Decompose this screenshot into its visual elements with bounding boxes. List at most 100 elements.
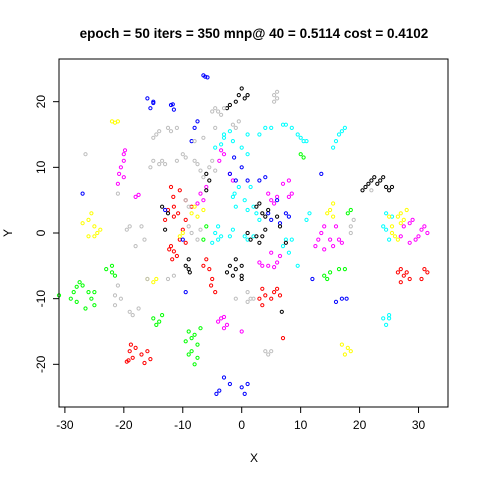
data-point: [115, 191, 121, 196]
data-point: [121, 175, 126, 180]
data-point: [124, 359, 129, 364]
data-point: [333, 139, 339, 144]
data-point: [171, 214, 176, 219]
data-point: [272, 265, 277, 270]
data-point: [145, 276, 150, 282]
data-point: [275, 194, 280, 199]
data-point: [201, 263, 206, 268]
data-point: [236, 93, 241, 98]
data-point: [170, 102, 175, 107]
data-point: [195, 201, 200, 206]
data-point: [239, 385, 244, 390]
plot-frame: [58, 58, 449, 408]
data-point: [142, 360, 147, 366]
data-point: [109, 263, 115, 268]
data-point: [313, 244, 318, 249]
data-point: [239, 273, 244, 278]
data-point: [389, 184, 395, 190]
data-point: [121, 152, 126, 157]
data-point: [389, 224, 395, 229]
data-point: [109, 270, 115, 275]
data-point: [336, 132, 342, 137]
data-point: [189, 230, 194, 236]
series-0: [124, 184, 430, 366]
data-point: [257, 132, 262, 137]
data-point: [183, 240, 188, 245]
data-point: [180, 230, 185, 236]
data-point: [266, 207, 271, 213]
data-point: [422, 267, 427, 272]
data-point: [398, 267, 403, 272]
data-point: [195, 237, 200, 242]
data-point: [92, 234, 97, 239]
data-point: [154, 322, 159, 327]
data-point: [157, 319, 162, 324]
x-tick-label: -20: [115, 418, 133, 432]
data-point: [239, 145, 244, 150]
data-point: [176, 211, 181, 216]
data-point: [216, 109, 221, 114]
data-point: [227, 171, 232, 176]
data-point: [245, 178, 250, 183]
data-point: [387, 188, 392, 193]
data-point: [192, 332, 197, 337]
data-point: [254, 211, 259, 216]
data-point: [239, 263, 244, 268]
data-point: [92, 224, 97, 229]
data-point: [86, 290, 91, 295]
data-point: [195, 342, 200, 347]
data-point: [198, 326, 203, 331]
data-point: [307, 211, 312, 216]
data-point: [183, 339, 188, 344]
data-point: [275, 89, 280, 94]
data-point: [92, 290, 97, 295]
data-point: [170, 257, 175, 262]
data-point: [245, 132, 250, 137]
data-point: [163, 217, 168, 222]
data-point: [272, 99, 277, 104]
data-point: [232, 191, 237, 196]
data-point: [189, 336, 194, 341]
data-point: [280, 181, 286, 186]
data-point: [304, 217, 309, 222]
data-point: [167, 247, 172, 252]
data-point: [348, 207, 353, 213]
data-point: [216, 319, 221, 324]
data-point: [145, 349, 150, 354]
data-point: [118, 165, 124, 170]
data-point: [227, 381, 232, 387]
data-point: [331, 145, 336, 150]
data-point: [233, 99, 238, 104]
data-point: [112, 293, 118, 298]
data-point: [239, 276, 244, 282]
data-point: [80, 221, 85, 226]
data-point: [183, 198, 188, 203]
data-point: [289, 125, 294, 131]
data-point: [112, 273, 118, 278]
data-point: [133, 345, 138, 350]
data-point: [74, 299, 79, 304]
data-point: [130, 355, 135, 360]
data-point: [213, 106, 218, 111]
data-point: [213, 145, 218, 150]
data-point: [425, 270, 430, 275]
data-point: [269, 125, 274, 131]
data-point: [381, 316, 386, 321]
data-point: [245, 152, 250, 157]
data-point: [148, 165, 153, 170]
y-tick-label: 0: [34, 229, 48, 236]
data-point: [219, 148, 224, 153]
data-point: [272, 201, 277, 206]
data-point: [86, 234, 91, 239]
data-point: [186, 352, 191, 357]
data-point: [192, 362, 197, 367]
data-point: [298, 135, 303, 140]
data-point: [275, 260, 280, 265]
data-point: [83, 152, 88, 157]
data-point: [157, 129, 162, 134]
data-point: [277, 224, 283, 229]
data-point: [342, 267, 347, 272]
data-point: [127, 224, 132, 229]
data-point: [333, 299, 339, 304]
data-point: [345, 211, 350, 216]
